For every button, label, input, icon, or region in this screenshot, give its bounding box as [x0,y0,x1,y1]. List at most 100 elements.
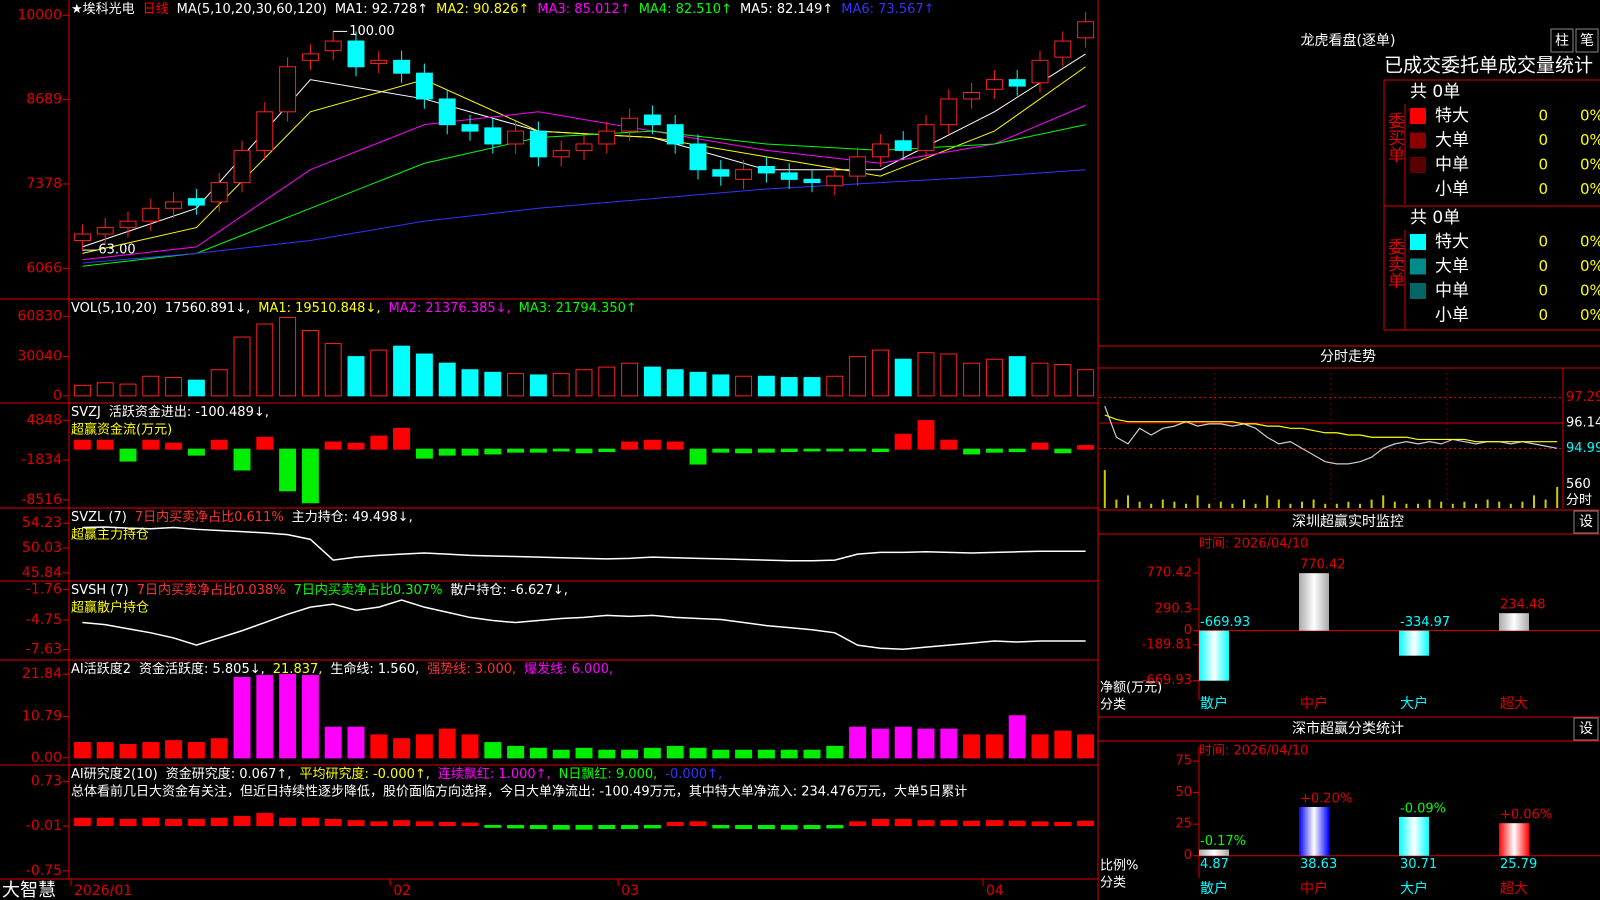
candle-body [256,111,274,151]
bar [96,742,114,759]
header-item: MA(5,10,20,30,60,120) [177,2,327,17]
candle-body [142,207,160,222]
toggle-label[interactable]: 笔 [1580,33,1594,49]
volume-bar [1289,503,1292,508]
candle-body [621,117,639,132]
bar [301,675,319,759]
panel-header: AI研究度2(10) 资金研究度: 0.067↑, 平均研究度: -0.000↑, 连… [71,766,722,782]
header-item: MA2: 21376.385↓, [388,301,510,316]
value-label: 4.87 [1200,857,1229,872]
settings-label[interactable]: 设 [1579,514,1593,530]
candle-body [917,124,935,151]
bar [1008,820,1026,827]
order-swatch [1410,181,1426,198]
bar [963,362,981,397]
header-item: MA1: 19510.848↓, [258,301,380,316]
bar [871,818,889,827]
bar [324,818,342,827]
x-axis-label: 分类 [1100,876,1126,891]
toggle-label[interactable]: 柱 [1555,33,1569,49]
bar [393,820,411,827]
order-type: 特大 [1435,106,1469,126]
panel-header: SVZJ 活跃资金进出: -100.489↓, [71,404,269,420]
bar [575,747,593,759]
bar [1031,362,1049,397]
bar [1077,445,1095,450]
bar [165,740,183,759]
bar [757,749,775,759]
bar [552,448,570,452]
ma-line [82,124,1086,267]
panel-subtitle: 总体看前几日大资金有关注，但近日持续性逐步降低，股价面临方向选择，今日大单净流出… [71,784,967,800]
toggle-button[interactable] [1550,28,1574,53]
bar [803,825,821,830]
settings-label[interactable]: 设 [1579,721,1593,737]
bar [73,817,91,827]
value-label: -669.93 [1200,615,1250,630]
order-pct: 0% [1580,156,1600,174]
bar [598,448,616,453]
bar [324,441,342,450]
change-label: +0.20% [1300,791,1352,806]
order-type: 特大 [1435,232,1469,252]
date-label: 02 [393,883,411,899]
bar [438,448,456,456]
bar [894,358,912,397]
y-tick-label: 94.99 [1566,441,1600,456]
candle-body [187,198,205,206]
category-label: 超大 [1500,696,1528,712]
volume-bar [1417,503,1419,508]
volume-bar [1115,499,1118,508]
bar [575,448,593,454]
order-type: 大单 [1435,131,1469,151]
volume-bar [1103,470,1106,508]
header-item: -0.000↑, [665,767,722,782]
volume-bar [1161,499,1164,508]
bar [1077,734,1095,759]
candle-body [575,143,593,151]
bar [370,821,388,827]
candle-body [871,143,889,158]
order-total: 共 0单 [1410,208,1460,228]
order-count: 0 [1538,180,1548,198]
bar [598,366,616,397]
bar [757,825,775,830]
candle-body [780,172,798,180]
bar [849,448,867,452]
settings-button[interactable] [1573,510,1599,534]
category-label: 散户 [1200,880,1228,897]
bar [917,728,935,759]
header-item: 资金活跃度: 5.805↓, [139,661,265,677]
bar [917,820,935,827]
settings-button[interactable] [1573,717,1599,741]
toggle-button[interactable] [1575,28,1599,53]
y-tick-label: -189.81 [1142,637,1192,652]
bar [301,448,319,504]
value-label: 234.48 [1500,598,1546,613]
bar [73,384,91,397]
bar [233,815,251,827]
volume-bar [1138,501,1141,508]
volume-bar [1451,503,1454,508]
order-swatch [1410,132,1426,149]
ma-line [82,169,1086,264]
bar [712,749,730,759]
date-label: 03 [621,883,639,899]
bar [735,375,753,397]
volume-bar [1150,503,1153,508]
y-tick-label: 0.00 [31,750,62,766]
bar [1054,730,1072,759]
bar [757,375,775,397]
value-label: 38.63 [1300,857,1337,872]
bar [849,821,867,827]
volume-bar [1312,499,1315,508]
bar [826,448,844,452]
order-count: 0 [1538,156,1548,174]
candle-body [347,40,365,68]
bar [73,742,91,759]
bar [210,817,228,827]
volume-bar [1219,501,1222,508]
header-item: 散户持仓: -6.627↓, [450,582,567,598]
date-label: 04 [986,883,1004,899]
